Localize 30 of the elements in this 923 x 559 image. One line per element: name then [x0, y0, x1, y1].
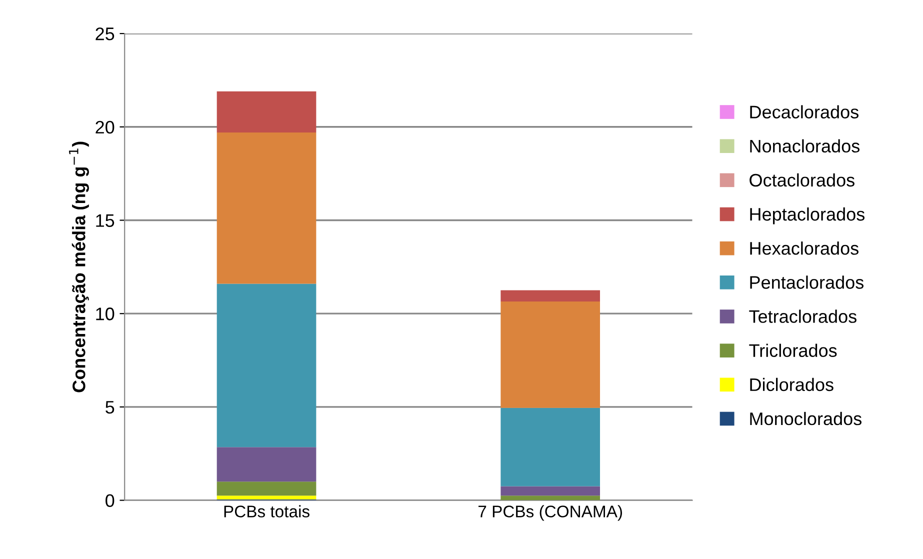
- legend-label: Pentaclorados: [750, 276, 864, 289]
- y-tick-label: 5: [106, 401, 114, 414]
- legend-label: Triclorados: [749, 344, 837, 358]
- y-axis-title: Concentração média (ng g$^{−1}$): [69, 142, 89, 392]
- bar: [500, 408, 600, 486]
- legend-label: Heptaclorados: [750, 207, 865, 224]
- legend-label: Decaclorados: [750, 105, 858, 118]
- bar: [216, 132, 316, 284]
- x-tick-label: PCBs totais: [224, 505, 310, 518]
- bar: [500, 486, 600, 496]
- bar: [216, 482, 316, 496]
- y-tick-label: 15: [96, 214, 114, 227]
- y-tick-label: 10: [96, 308, 114, 320]
- x-tick-label: 7 PCBs (CONAMA): [478, 505, 622, 521]
- y-tick-label: 20: [96, 120, 114, 134]
- legend-label: Octaclorados: [750, 173, 854, 187]
- legend-label: Hexaclorados: [750, 242, 858, 255]
- y-tick-label: 25: [96, 27, 114, 40]
- legend-label: Nonaclorados: [750, 139, 860, 153]
- bar: [500, 290, 600, 302]
- legend-label: Monoclorados: [750, 412, 862, 426]
- bar: [216, 447, 316, 482]
- bar: [216, 91, 316, 132]
- bar: [216, 496, 316, 500]
- legend-label: Diclorados: [750, 378, 834, 392]
- legend-label: Tetraclorados: [749, 310, 856, 323]
- y-tick-label: 0: [106, 494, 114, 508]
- bar: [500, 301, 600, 408]
- bar: [216, 284, 316, 448]
- bar: [500, 496, 600, 500]
